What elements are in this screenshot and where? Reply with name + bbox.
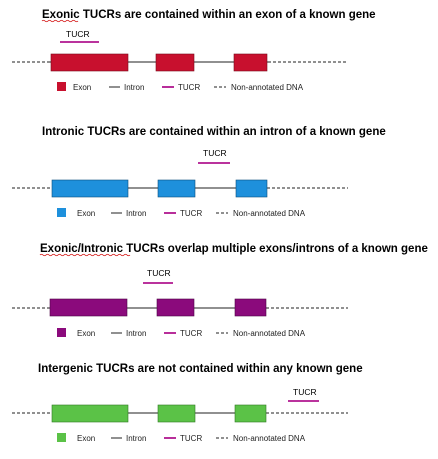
legend-exon-label: Exon (73, 83, 91, 92)
panel-exonic-title: Exonic TUCRs are contained within an exo… (42, 9, 376, 21)
tucr-label: TUCR (203, 148, 227, 158)
exon-3 (234, 404, 267, 423)
legend-intron-label: Intron (126, 434, 146, 443)
legend-non-annotated-label: Non-annotated DNA (233, 209, 306, 218)
exon-1 (49, 298, 128, 317)
exon-3 (233, 53, 268, 72)
panel-exonic-intronic-title: Exonic/Intronic TUCRs overlap multiple e… (40, 243, 428, 255)
spellcheck-underline (41, 19, 79, 23)
panel-intronic-title: Intronic TUCRs are contained within an i… (42, 126, 386, 138)
legend-exon-label: Exon (77, 329, 95, 338)
legend-tucr-label: TUCR (180, 329, 202, 338)
legend-intron-label: Intron (126, 209, 146, 218)
legend: Exon Intron TUCR Non-annotated DNA (57, 82, 304, 92)
panel-intergenic-title: Intergenic TUCRs are not contained withi… (38, 363, 363, 375)
exon-3 (235, 179, 268, 198)
exon-1 (50, 53, 129, 72)
spellcheck-underline (39, 253, 131, 257)
panel-exonic: Exonic TUCRs are contained within an exo… (12, 9, 376, 92)
legend-exon-label: Exon (77, 434, 95, 443)
legend-intron-label: Intron (126, 329, 146, 338)
exon-2 (155, 53, 195, 72)
legend-non-annotated-label: Non-annotated DNA (233, 329, 306, 338)
legend-non-annotated-label: Non-annotated DNA (233, 434, 306, 443)
legend-tucr-label: TUCR (180, 434, 202, 443)
legend: Exon Intron TUCR Non-annotated DNA (57, 208, 306, 218)
exon-2 (157, 179, 196, 198)
legend-exon-swatch (57, 433, 66, 442)
exon-1 (51, 404, 129, 423)
tucr-label: TUCR (147, 268, 171, 278)
legend: Exon Intron TUCR Non-annotated DNA (57, 433, 306, 443)
legend: Exon Intron TUCR Non-annotated DNA (57, 328, 306, 338)
exon-2 (156, 298, 195, 317)
legend-exon-swatch (57, 328, 66, 337)
tucr-label: TUCR (293, 387, 317, 397)
exon-2 (157, 404, 196, 423)
legend-tucr-label: TUCR (178, 83, 200, 92)
legend-non-annotated-label: Non-annotated DNA (231, 83, 304, 92)
panel-intronic: Intronic TUCRs are contained within an i… (12, 126, 386, 218)
exon-1 (51, 179, 129, 198)
panel-exonic-intronic: Exonic/Intronic TUCRs overlap multiple e… (12, 243, 428, 338)
exon-3 (234, 298, 267, 317)
legend-intron-label: Intron (124, 83, 144, 92)
legend-tucr-label: TUCR (180, 209, 202, 218)
legend-exon-label: Exon (77, 209, 95, 218)
tucr-label: TUCR (66, 29, 90, 39)
panel-intergenic: Intergenic TUCRs are not contained withi… (12, 363, 363, 443)
legend-exon-swatch (57, 82, 66, 91)
legend-exon-swatch (57, 208, 66, 217)
